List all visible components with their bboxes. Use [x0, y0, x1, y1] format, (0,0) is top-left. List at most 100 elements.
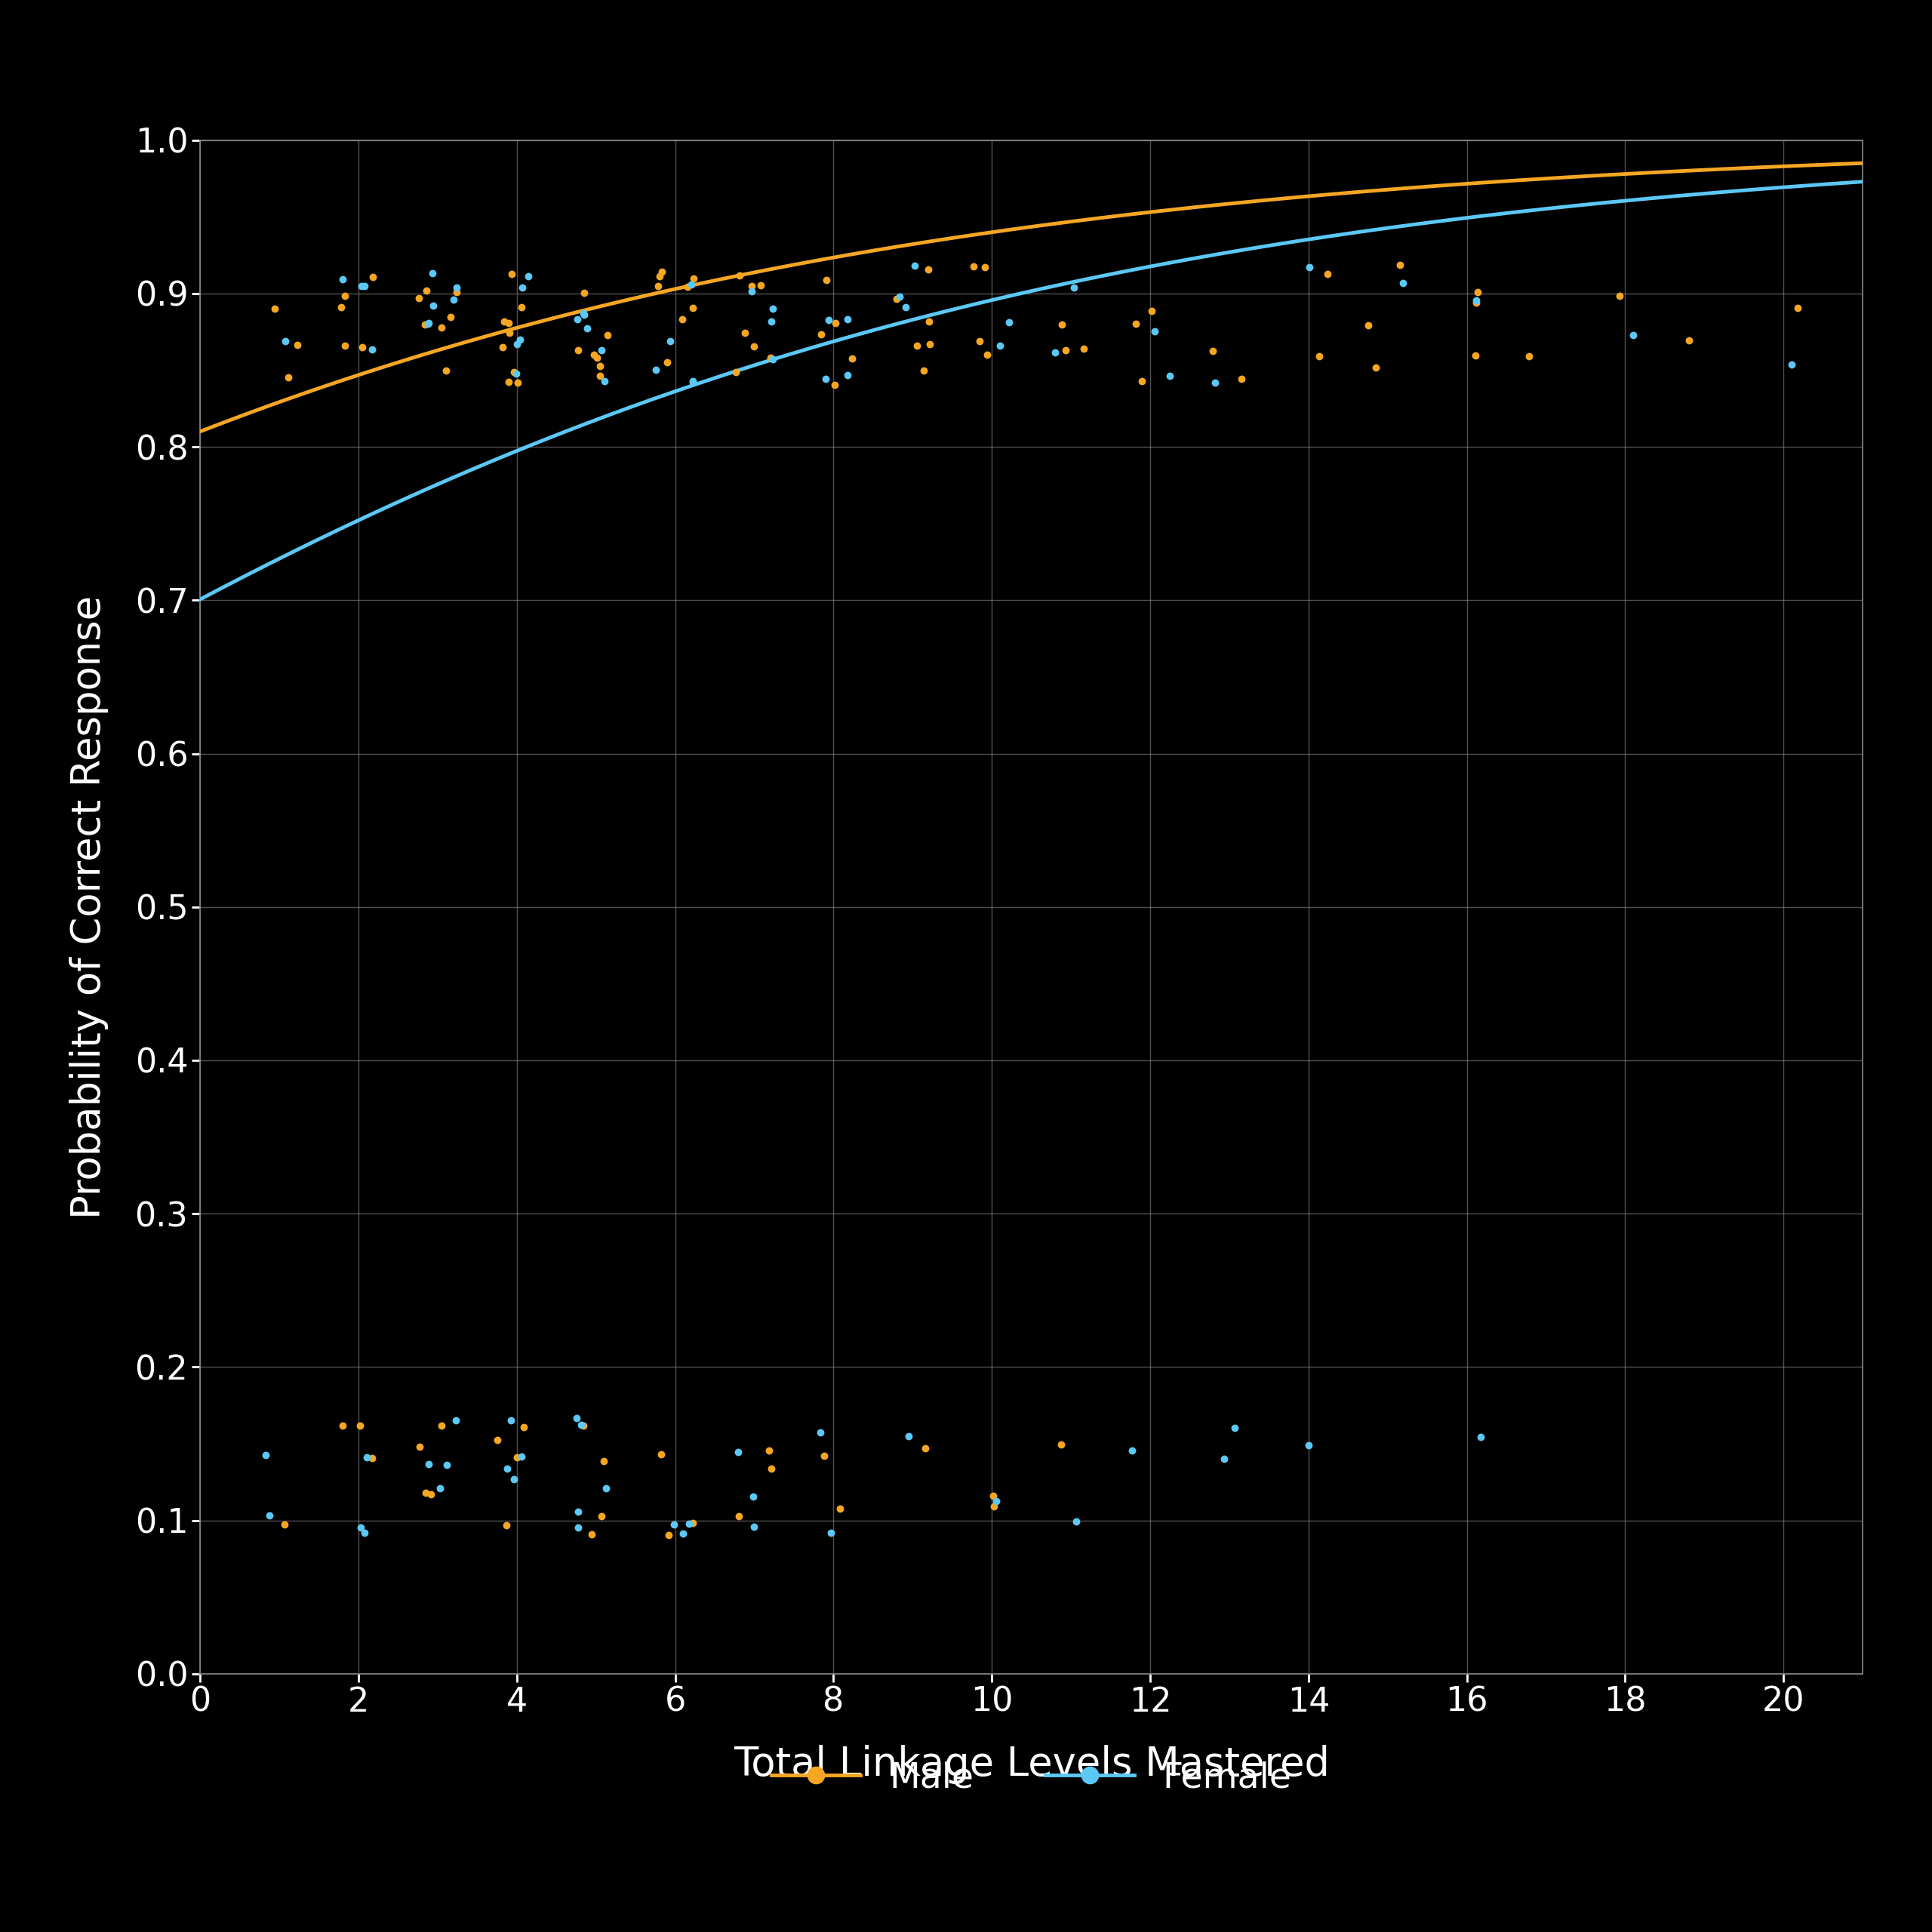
Point	[825, 1493, 856, 1524]
Point	[736, 270, 767, 301]
Point	[498, 357, 529, 388]
Point	[352, 1441, 383, 1472]
Point	[964, 325, 995, 355]
Point	[833, 303, 864, 334]
Point	[508, 1412, 539, 1443]
Point	[585, 1501, 616, 1532]
Point	[753, 1435, 784, 1466]
Point	[404, 282, 435, 313]
Point	[491, 1453, 522, 1484]
Point	[272, 361, 303, 392]
Point	[755, 305, 786, 336]
Point	[493, 367, 524, 398]
Point	[891, 292, 922, 323]
Point	[431, 355, 462, 386]
Point	[958, 251, 989, 282]
Point	[327, 1410, 357, 1441]
Point	[585, 350, 616, 381]
Point	[425, 1472, 456, 1503]
Point	[502, 1441, 533, 1472]
Point	[413, 1449, 444, 1480]
Point	[489, 305, 520, 336]
Point	[1200, 367, 1231, 398]
Point	[439, 284, 469, 315]
Point	[837, 342, 867, 373]
Point	[1463, 276, 1493, 307]
Point	[1387, 267, 1418, 298]
Point	[900, 330, 931, 361]
Point	[723, 1437, 753, 1468]
Point	[495, 317, 526, 348]
Point	[641, 354, 672, 384]
Point	[417, 259, 448, 290]
Point	[1136, 296, 1167, 327]
Point	[980, 1492, 1010, 1522]
Point	[491, 1511, 522, 1542]
Point	[562, 303, 593, 334]
Point	[1049, 334, 1080, 365]
Point	[912, 255, 943, 286]
Point	[1385, 249, 1416, 280]
Legend: Male, Female: Male, Female	[757, 1747, 1306, 1810]
Point	[885, 280, 916, 311]
Point	[427, 313, 458, 344]
Point	[502, 328, 533, 359]
Point	[1352, 309, 1383, 340]
Point	[585, 334, 616, 365]
Point	[440, 272, 471, 303]
Point	[757, 344, 788, 375]
Point	[1126, 365, 1157, 396]
Point	[1047, 309, 1078, 340]
Point	[440, 1405, 471, 1435]
Point	[819, 307, 850, 338]
Point	[667, 303, 697, 334]
Point	[587, 1445, 618, 1476]
Point	[514, 261, 545, 292]
Point	[736, 276, 767, 307]
Point	[348, 332, 379, 363]
Point	[643, 261, 674, 292]
Point	[483, 1424, 514, 1455]
Point	[330, 280, 361, 311]
Point	[676, 269, 707, 299]
Point	[1360, 352, 1391, 383]
Point	[651, 348, 682, 379]
Point	[330, 330, 361, 361]
Point	[674, 1509, 705, 1540]
Point	[568, 1410, 599, 1441]
Point	[591, 319, 622, 350]
Point	[811, 265, 842, 296]
Point	[1153, 361, 1184, 392]
Point	[815, 1517, 846, 1548]
Point	[914, 307, 945, 338]
Point	[1466, 1422, 1497, 1453]
Point	[431, 1449, 462, 1480]
Point	[730, 317, 761, 348]
Point	[1061, 1505, 1092, 1536]
Point	[591, 1472, 622, 1503]
Point	[504, 325, 535, 355]
Point	[983, 330, 1014, 361]
Point	[1312, 259, 1343, 290]
Point	[1219, 1412, 1250, 1443]
Point	[576, 1519, 607, 1549]
Point	[970, 251, 1001, 282]
Point	[404, 1432, 435, 1463]
Point	[833, 359, 864, 390]
Point	[415, 1478, 446, 1509]
Point	[1293, 1430, 1323, 1461]
Point	[1604, 280, 1634, 311]
Point	[724, 1501, 755, 1532]
Point	[721, 357, 752, 388]
Point	[1121, 309, 1151, 340]
Point	[497, 1405, 527, 1435]
Point	[562, 1403, 593, 1434]
Point	[282, 330, 313, 361]
Point	[806, 319, 837, 350]
Point	[253, 1501, 284, 1532]
Point	[327, 292, 357, 323]
Point	[487, 332, 518, 363]
Point	[678, 367, 709, 398]
Point	[500, 359, 531, 390]
Point	[506, 292, 537, 323]
